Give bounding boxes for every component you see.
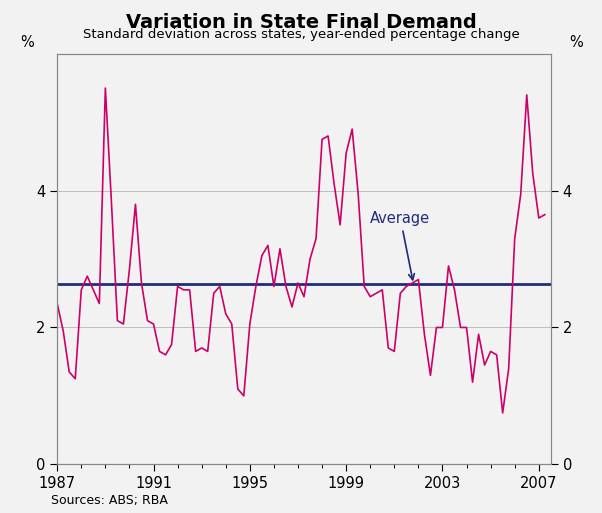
Text: %: % (569, 35, 583, 50)
Text: Sources: ABS; RBA: Sources: ABS; RBA (51, 494, 168, 507)
Text: Average: Average (370, 210, 430, 280)
Text: Standard deviation across states, year-ended percentage change: Standard deviation across states, year-e… (82, 28, 520, 41)
Text: %: % (20, 35, 34, 50)
Text: Variation in State Final Demand: Variation in State Final Demand (126, 13, 476, 32)
